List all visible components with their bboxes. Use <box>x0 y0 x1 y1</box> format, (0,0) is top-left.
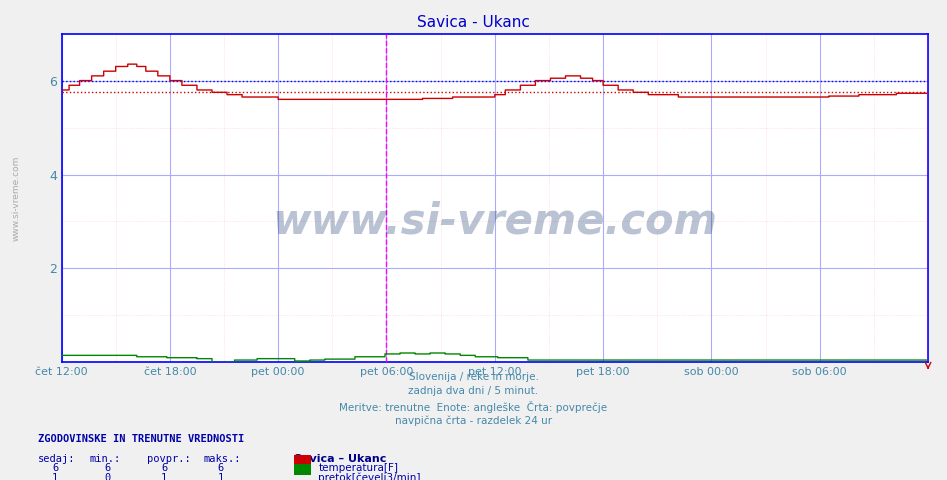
Text: 1: 1 <box>52 473 59 480</box>
Text: sedaj:: sedaj: <box>38 454 76 464</box>
Text: 6: 6 <box>52 463 59 473</box>
Text: ZGODOVINSKE IN TRENUTNE VREDNOSTI: ZGODOVINSKE IN TRENUTNE VREDNOSTI <box>38 434 244 444</box>
Text: 0: 0 <box>104 473 111 480</box>
Text: 6: 6 <box>218 463 224 473</box>
Text: navpična črta - razdelek 24 ur: navpična črta - razdelek 24 ur <box>395 415 552 426</box>
Text: 1: 1 <box>218 473 224 480</box>
Text: 1: 1 <box>161 473 168 480</box>
Text: 6: 6 <box>104 463 111 473</box>
Text: min.:: min.: <box>90 454 121 464</box>
Text: www.si-vreme.com: www.si-vreme.com <box>12 156 21 240</box>
Text: pretok[čevelj3/min]: pretok[čevelj3/min] <box>318 473 420 480</box>
Text: temperatura[F]: temperatura[F] <box>318 463 398 473</box>
Text: zadnja dva dni / 5 minut.: zadnja dva dni / 5 minut. <box>408 386 539 396</box>
Text: Slovenija / reke in morje.: Slovenija / reke in morje. <box>408 372 539 382</box>
Text: Savica - Ukanc: Savica - Ukanc <box>417 15 530 30</box>
Text: maks.:: maks.: <box>204 454 241 464</box>
Text: povpr.:: povpr.: <box>147 454 190 464</box>
Text: Meritve: trenutne  Enote: angleške  Črta: povprečje: Meritve: trenutne Enote: angleške Črta: … <box>339 401 608 413</box>
Text: Savica – Ukanc: Savica – Ukanc <box>294 454 386 464</box>
Text: www.si-vreme.com: www.si-vreme.com <box>273 200 717 242</box>
Text: 6: 6 <box>161 463 168 473</box>
